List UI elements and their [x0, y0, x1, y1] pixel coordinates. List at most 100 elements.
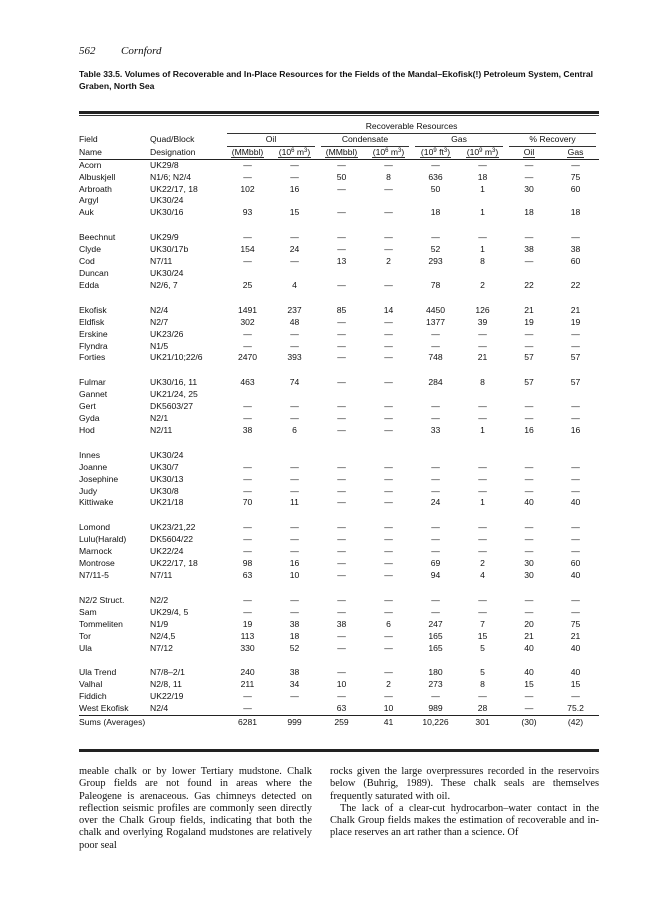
group-spacer: [79, 654, 599, 667]
value-cell: 6: [386, 618, 391, 629]
value-cell: —: [431, 534, 440, 545]
value-cell: 52: [289, 642, 300, 653]
value-cell: —: [337, 279, 346, 290]
value-cell: 102: [240, 183, 255, 194]
quad-block: UK21/10;22/6: [150, 352, 203, 363]
value-cell: 19: [570, 316, 581, 327]
quad-block: UK29/4, 5: [150, 606, 189, 617]
value-cell: 8: [386, 171, 391, 182]
value-cell: 38: [570, 244, 581, 255]
value-cell: (42): [552, 715, 600, 730]
unit-header: (109 m3): [459, 146, 506, 160]
value-cell: —: [384, 328, 393, 339]
value-cell: —: [290, 401, 299, 412]
table-row: Cod N7/11 — — 13 2 293 8 — 60: [79, 256, 599, 268]
value-cell: 21: [570, 304, 581, 315]
value-cell: 41: [365, 715, 412, 730]
value-cell: 1: [480, 244, 485, 255]
col-field: Field: [79, 134, 98, 145]
value-cell: 50: [430, 183, 441, 194]
value-cell: —: [524, 606, 534, 617]
quad-block: UK23/21,22: [150, 522, 196, 533]
value-cell: —: [290, 340, 299, 351]
value-cell: —: [478, 485, 487, 496]
value-cell: —: [243, 328, 252, 339]
value-cell: 48: [289, 316, 300, 327]
value-cell: [459, 268, 506, 280]
value-cell: 330: [240, 642, 255, 653]
value-cell: —: [337, 667, 346, 678]
value-cell: 8: [480, 256, 485, 267]
value-cell: 10: [289, 570, 300, 580]
value-cell: 75: [570, 618, 581, 629]
value-cell: 21: [477, 352, 488, 363]
value-cell: —: [478, 461, 487, 472]
value-cell: —: [337, 352, 346, 363]
table-row: Gannet UK21/24, 25: [79, 389, 599, 401]
value-cell: —: [478, 401, 487, 412]
field-name: Ekofisk: [79, 304, 107, 315]
table-row: Montrose UK22/17, 18 98 16 — — 69 2 30 60: [79, 558, 599, 570]
quad-block: N2/4: [150, 703, 169, 714]
value-cell: —: [431, 485, 440, 496]
value-cell: 85: [336, 304, 347, 315]
value-cell: 18: [430, 207, 441, 218]
field-name: Argyl: [79, 195, 99, 206]
group-spacer: [79, 437, 599, 450]
value-cell: 1: [480, 183, 485, 194]
value-cell: 16: [570, 424, 581, 435]
value-cell: 10: [336, 679, 347, 690]
field-name: Acorn: [79, 159, 102, 170]
quad-block: UK30/8: [150, 485, 179, 496]
value-cell: —: [384, 340, 393, 351]
quad-block: UK29/8: [150, 159, 179, 170]
value-cell: —: [290, 159, 299, 170]
value-cell: 57: [570, 352, 581, 363]
value-cell: 165: [428, 630, 443, 641]
value-cell: —: [243, 401, 252, 412]
value-cell: —: [384, 413, 393, 424]
value-cell: 22: [524, 279, 534, 290]
value-cell: 259: [318, 715, 365, 730]
table-row: Lomond UK23/21,22 — — — — — — — —: [79, 522, 599, 534]
value-cell: —: [337, 558, 346, 569]
field-name: West Ekofisk: [79, 703, 129, 714]
value-cell: 94: [430, 570, 441, 580]
quad-block: UK30/24: [150, 195, 184, 206]
paragraph: The lack of a clear-cut hydrocarbon–wate…: [330, 802, 599, 839]
value-cell: —: [524, 703, 534, 714]
col-group-recovery: % Recovery: [506, 134, 599, 147]
value-cell: [271, 268, 318, 280]
value-cell: —: [290, 232, 299, 243]
value-cell: —: [431, 594, 440, 605]
field-name: Eldfisk: [79, 316, 105, 327]
value-cell: 60: [570, 183, 581, 194]
value-cell: —: [243, 256, 252, 267]
value-cell: 22: [570, 279, 581, 290]
value-cell: [459, 389, 506, 401]
value-cell: —: [478, 340, 487, 351]
value-cell: —: [478, 534, 487, 545]
value-cell: 1: [480, 207, 485, 218]
value-cell: 16: [524, 424, 534, 435]
table-row: West Ekofisk N2/4 — 63 10 989 28 — 75.2: [79, 703, 599, 715]
value-cell: 98: [242, 558, 253, 569]
table-row: Ekofisk N2/4 1491 237 85 14 4450 126 21 21: [79, 305, 599, 317]
value-cell: —: [571, 328, 580, 339]
field-name: Erskine: [79, 328, 108, 339]
unit-header: Oil: [506, 146, 552, 160]
value-cell: 30: [524, 183, 534, 194]
value-cell: 2: [386, 679, 391, 690]
value-cell: —: [243, 485, 252, 496]
value-cell: —: [337, 413, 346, 424]
value-cell: —: [431, 691, 440, 702]
value-cell: —: [431, 159, 440, 170]
value-cell: [552, 268, 599, 280]
running-head-author: Cornford: [121, 45, 162, 57]
value-cell: —: [524, 256, 534, 267]
value-cell: 999: [271, 715, 318, 730]
field-name: Marnock: [79, 546, 112, 557]
resources-table: Recoverable Resources Field Quad/Block O…: [79, 121, 600, 730]
value-cell: —: [243, 171, 252, 182]
table-row: Sam UK29/4, 5 — — — — — — — —: [79, 607, 599, 619]
